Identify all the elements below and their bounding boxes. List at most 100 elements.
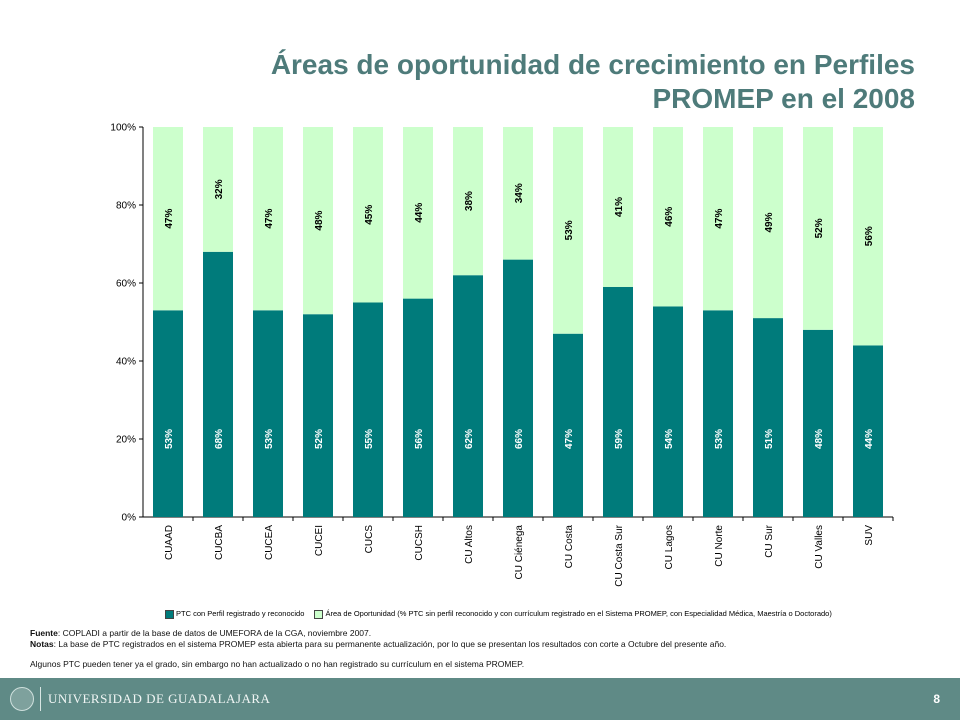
bar-segment-registered xyxy=(803,329,833,517)
data-label-registered: 53% xyxy=(264,429,275,449)
category-label: CU Costa xyxy=(564,525,575,569)
bar-segment-registered xyxy=(503,259,533,517)
bar-segment-registered xyxy=(353,302,383,517)
y-tick-label: 20% xyxy=(116,435,136,446)
category-label: CU Norte xyxy=(714,525,725,567)
data-label-opportunity: 47% xyxy=(164,209,175,229)
data-label-opportunity: 34% xyxy=(514,183,525,203)
data-label-registered: 68% xyxy=(214,429,225,449)
legend-item-series-2: Área de Oportunidad (% PTC sin perfil re… xyxy=(314,609,832,619)
university-seal-icon xyxy=(10,687,34,711)
chart-legend: PTC con Perfil registrado y reconocido Á… xyxy=(165,609,840,619)
data-label-opportunity: 44% xyxy=(414,203,425,223)
data-label-opportunity: 53% xyxy=(564,220,575,240)
legend-label-series-2: Área de Oportunidad (% PTC sin perfil re… xyxy=(325,609,832,618)
bar-segment-opportunity xyxy=(553,127,583,334)
source-label: Fuente xyxy=(30,628,58,638)
bar-segment-opportunity xyxy=(753,127,783,319)
chart-title-line2: PROMEP en el 2008 xyxy=(652,83,916,114)
data-label-opportunity: 32% xyxy=(214,179,225,199)
data-label-registered: 47% xyxy=(564,429,575,449)
data-label-opportunity: 47% xyxy=(714,209,725,229)
bar-segment-opportunity xyxy=(303,127,333,315)
data-label-opportunity: 48% xyxy=(314,210,325,230)
data-label-registered: 51% xyxy=(764,429,775,449)
university-name: UNIVERSIDAD DE GUADALAJARA xyxy=(48,691,271,706)
bar-segment-opportunity xyxy=(453,127,483,276)
bar-segment-opportunity xyxy=(603,127,633,287)
bar-segment-opportunity xyxy=(803,127,833,330)
category-label: CUCEI xyxy=(314,525,325,556)
bar-segment-registered xyxy=(703,310,733,517)
data-label-opportunity: 47% xyxy=(264,209,275,229)
source-line: Fuente: COPLADI a partir de la base de d… xyxy=(30,628,930,639)
data-label-registered: 56% xyxy=(414,429,425,449)
chart-title-line1: Áreas de oportunidad de crecimiento en P… xyxy=(270,49,915,80)
y-tick-label: 100% xyxy=(110,123,136,134)
data-label-registered: 52% xyxy=(314,429,325,449)
notes-text: : La base de PTC registrados en el siste… xyxy=(53,639,727,649)
data-label-opportunity: 38% xyxy=(464,191,475,211)
category-label: SUV xyxy=(864,525,875,546)
category-label: CUCBA xyxy=(214,525,225,560)
category-label: CUCSH xyxy=(414,525,425,561)
bar-segment-opportunity xyxy=(853,127,883,346)
bar-segment-opportunity xyxy=(353,127,383,303)
bar-segment-registered xyxy=(553,333,583,517)
bar-segment-opportunity xyxy=(703,127,733,311)
category-label: CU Altos xyxy=(464,525,475,564)
data-label-opportunity: 52% xyxy=(814,218,825,238)
bar-segment-registered xyxy=(203,251,233,518)
stacked-bar-chart: 0% 20% 40% 60% 80% 100% CUAAD 53% 47% CUCBA 68% 32%… xyxy=(110,123,894,587)
data-label-opportunity: 46% xyxy=(664,207,675,227)
category-label: CUCS xyxy=(364,525,375,554)
bar-segment-registered xyxy=(403,298,433,517)
data-label-registered: 54% xyxy=(664,429,675,449)
y-tick-label: 60% xyxy=(116,279,136,290)
category-label: CUCEA xyxy=(264,525,275,560)
data-label-registered: 44% xyxy=(864,429,875,449)
bar-segment-registered xyxy=(153,310,183,517)
source-text: : COPLADI a partir de la base de datos d… xyxy=(57,628,372,638)
legend-swatch-series-1 xyxy=(165,609,174,619)
legend-swatch-series-2 xyxy=(314,609,324,619)
category-label: CU Valles xyxy=(814,525,825,569)
bar-segment-opportunity xyxy=(253,127,283,311)
category-label: CUAAD xyxy=(164,525,175,560)
y-tick-label: 80% xyxy=(116,201,136,212)
source-notes: Fuente: COPLADI a partir de la base de d… xyxy=(30,628,930,670)
data-label-registered: 66% xyxy=(514,429,525,449)
category-label: CU Ciénega xyxy=(514,525,525,580)
category-label: CU Sur xyxy=(764,524,775,557)
category-label: CU Lagos xyxy=(664,525,675,569)
bar-segment-registered xyxy=(253,310,283,517)
y-tick-label: 0% xyxy=(122,513,137,524)
extra-note: Algunos PTC pueden tener ya el grado, si… xyxy=(30,659,525,669)
data-label-registered: 55% xyxy=(364,429,375,449)
bar-segment-opportunity xyxy=(653,127,683,307)
data-label-registered: 53% xyxy=(164,429,175,449)
bar-segment-registered xyxy=(603,286,633,517)
data-label-opportunity: 41% xyxy=(614,197,625,217)
category-label: CU Costa Sur xyxy=(614,524,625,586)
data-label-opportunity: 45% xyxy=(364,205,375,225)
data-label-opportunity: 49% xyxy=(764,212,775,232)
notes-label: Notas xyxy=(30,639,54,649)
data-label-registered: 62% xyxy=(464,429,475,449)
chart-title: Áreas de oportunidad de crecimiento en P… xyxy=(120,48,915,116)
legend-item-series-1: PTC con Perfil registrado y reconocido xyxy=(165,609,304,619)
bar-segment-opportunity xyxy=(503,127,533,260)
footer-divider xyxy=(40,687,41,711)
bar-segment-opportunity xyxy=(203,127,233,252)
page-number: 8 xyxy=(933,692,940,706)
data-label-registered: 48% xyxy=(814,429,825,449)
bar-segment-registered xyxy=(853,345,883,517)
notes-line: Notas: La base de PTC registrados en el … xyxy=(30,639,930,650)
data-label-opportunity: 56% xyxy=(864,226,875,246)
bar-segment-registered xyxy=(653,306,683,517)
footer-bar: UNIVERSIDAD DE GUADALAJARA 8 xyxy=(0,678,960,720)
legend-label-series-1: PTC con Perfil registrado y reconocido xyxy=(176,609,305,618)
data-label-registered: 53% xyxy=(714,429,725,449)
bar-segment-registered xyxy=(753,318,783,517)
y-tick-label: 40% xyxy=(116,357,136,368)
